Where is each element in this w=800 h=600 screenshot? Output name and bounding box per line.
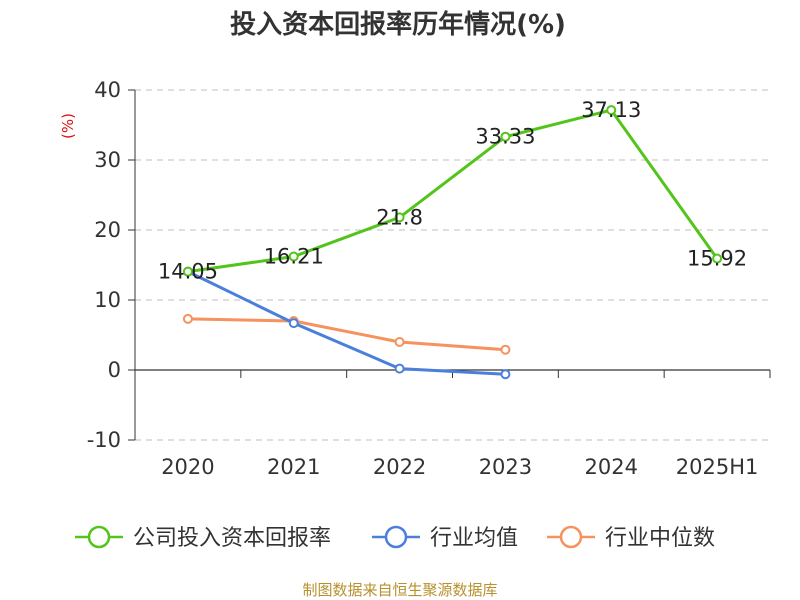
y-tick-label: 20 (94, 218, 121, 242)
y-tick-label: 10 (94, 288, 121, 312)
y-tick-label: -10 (87, 428, 121, 452)
legend-item[interactable]: 行业均值 (372, 525, 518, 551)
data-label: 21.8 (376, 205, 423, 229)
chart-title: 投入资本回报率历年情况(%) (230, 9, 566, 40)
gridlines (135, 89, 770, 441)
data-label: 33.33 (475, 125, 535, 149)
y-axis-label: (%) (59, 113, 77, 139)
data-label: 15.92 (687, 247, 747, 271)
x-tick-label: 2022 (373, 455, 426, 479)
legend-swatch-marker (384, 525, 408, 549)
axes: 40 30 20 10 0 -10 2020 2021 2022 2023 2024 2025H1 (87, 78, 771, 479)
x-tick-label: 2021 (267, 455, 320, 479)
data-point[interactable] (394, 212, 405, 223)
data-point[interactable] (394, 363, 405, 374)
series-line-0 (186, 108, 719, 274)
series-line-2 (186, 317, 507, 352)
x-tick-label: 2025H1 (676, 455, 759, 479)
legend-swatch-marker (87, 525, 111, 549)
legend-item[interactable]: 行业中位数 (547, 525, 715, 551)
data-point[interactable] (288, 251, 299, 262)
legend[interactable]: 公司投入资本回报率 行业均值 行业中位数 (75, 525, 715, 551)
y-tick-label: 30 (94, 148, 121, 172)
data-labels: 14.05 16.21 21.8 33.33 37.13 15.92 (158, 98, 747, 284)
legend-label: 行业均值 (430, 526, 518, 551)
data-point[interactable] (500, 344, 511, 355)
data-point[interactable] (606, 105, 617, 116)
x-tick-label: 2024 (585, 455, 638, 479)
data-point[interactable] (500, 131, 511, 142)
legend-label: 行业中位数 (605, 526, 715, 551)
data-point[interactable] (182, 266, 193, 277)
y-tick-label: 0 (108, 358, 121, 382)
data-label: 16.21 (264, 245, 324, 269)
legend-label: 公司投入资本回报率 (133, 526, 331, 551)
series-group (182, 105, 723, 380)
data-label: 14.05 (158, 260, 218, 284)
legend-item[interactable]: 公司投入资本回报率 (75, 525, 331, 551)
data-point[interactable] (712, 253, 723, 264)
data-label: 37.13 (581, 98, 641, 122)
y-tick-label: 40 (94, 78, 121, 102)
data-point[interactable] (394, 337, 405, 347)
series-line-1 (186, 270, 507, 376)
x-tick-label: 2023 (479, 455, 532, 479)
data-point[interactable] (182, 313, 193, 324)
data-point[interactable] (288, 318, 299, 329)
source-note: 制图数据来自恒生聚源数据库 (302, 581, 497, 599)
x-tick-label: 2020 (161, 455, 214, 479)
legend-swatch-marker (559, 525, 583, 549)
data-point[interactable] (500, 369, 511, 380)
